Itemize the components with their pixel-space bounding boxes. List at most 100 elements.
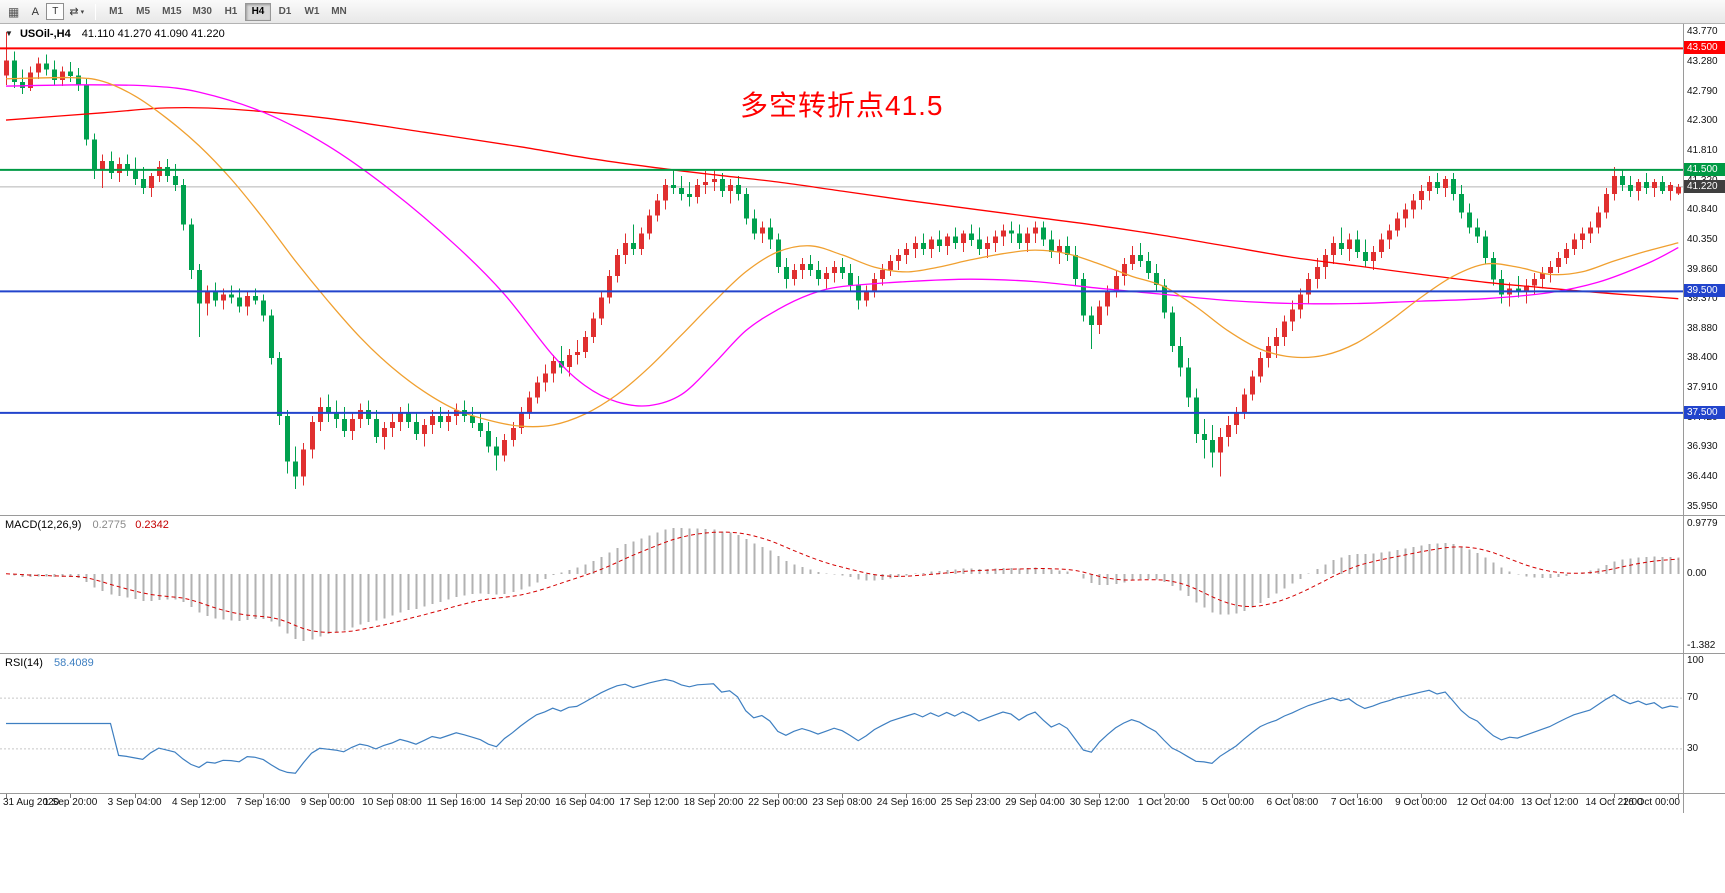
- timeframe-d1[interactable]: D1: [272, 3, 298, 21]
- candle-body: [374, 418, 379, 438]
- candle-body: [663, 185, 668, 201]
- pane-divider[interactable]: [0, 793, 1725, 794]
- candle-body: [1636, 182, 1641, 192]
- timeframe-w1[interactable]: W1: [299, 3, 325, 21]
- candle-body: [1170, 312, 1175, 346]
- candle-body: [840, 267, 845, 274]
- candle-body: [1033, 227, 1038, 234]
- candle-body: [760, 227, 765, 234]
- candle-body: [109, 160, 114, 173]
- time-axis-label: 31 Aug 2020: [3, 797, 60, 808]
- candle-body: [631, 242, 636, 249]
- candle-body: [173, 176, 178, 186]
- candle-body: [293, 461, 298, 477]
- candle-body: [326, 406, 331, 413]
- time-axis-tick: [585, 794, 586, 798]
- candle-body: [703, 182, 708, 185]
- candle-body: [583, 336, 588, 353]
- time-axis-label: 9 Oct 00:00: [1395, 797, 1447, 808]
- time-axis-tick: [328, 794, 329, 798]
- candle-body: [390, 422, 395, 429]
- time-axis-label: 16 Oct 00:00: [1622, 797, 1680, 808]
- candle-body: [824, 273, 829, 280]
- time-axis-tick: [1614, 794, 1615, 798]
- candle-body: [1041, 227, 1046, 240]
- macd-pane[interactable]: [0, 516, 1725, 653]
- candle-body: [768, 227, 773, 240]
- price-axis-border: [1683, 24, 1684, 813]
- ma-fast-orange: [5, 76, 1679, 428]
- candle-body: [607, 276, 612, 298]
- candle-body: [1475, 227, 1480, 237]
- macd-label: MACD(12,26,9) 0.2775 0.2342: [5, 519, 169, 531]
- pane-divider[interactable]: [0, 515, 1725, 516]
- candle-body: [1395, 218, 1400, 231]
- timeframe-mn[interactable]: MN: [326, 3, 352, 21]
- timeframe-m1[interactable]: M1: [103, 3, 129, 21]
- macd-signal-line: [5, 531, 1679, 633]
- candle-body: [1499, 279, 1504, 295]
- candle-body: [1138, 254, 1143, 261]
- candle-body: [1105, 291, 1110, 307]
- rsi-axis-label: 70: [1687, 692, 1699, 704]
- main-chart-pane[interactable]: [0, 24, 1725, 515]
- candle-body: [1644, 182, 1649, 189]
- chart-grid-icon[interactable]: ▦: [8, 4, 20, 19]
- candle-body: [1323, 254, 1328, 267]
- timeframe-h1[interactable]: H1: [218, 3, 244, 21]
- candle-body: [237, 297, 242, 307]
- time-axis-tick: [1099, 794, 1100, 798]
- candle-body: [1379, 239, 1384, 252]
- chart-annotation-text[interactable]: 多空转折点41.5: [740, 90, 944, 121]
- timeframe-m15[interactable]: M15: [157, 3, 186, 21]
- time-axis-label: 24 Sep 16:00: [876, 797, 937, 808]
- candle-body: [1081, 279, 1086, 316]
- price-tick-label: 35.950: [1687, 501, 1718, 512]
- candle-body: [277, 358, 282, 416]
- candle-body: [342, 418, 347, 431]
- time-axis-label: 23 Sep 08:00: [812, 797, 872, 808]
- time-axis-label: 17 Sep 12:00: [619, 797, 679, 808]
- candle-body: [937, 239, 942, 246]
- candle-body: [398, 412, 403, 422]
- candle-body: [229, 294, 234, 298]
- candle-body: [1660, 182, 1665, 192]
- candle-body: [993, 236, 998, 243]
- candle-body: [1154, 273, 1159, 286]
- candle-body: [1162, 285, 1167, 313]
- price-tick-label: 40.840: [1687, 203, 1718, 215]
- current-price-badge: 41.220: [1684, 179, 1725, 193]
- rsi-pane[interactable]: [0, 654, 1725, 793]
- time-axis-tick: [70, 794, 71, 798]
- timeframe-m30[interactable]: M30: [188, 3, 217, 21]
- timeframe-m5[interactable]: M5: [130, 3, 156, 21]
- one-click-trading-toggle[interactable]: ▼: [5, 29, 13, 38]
- candle-body: [1290, 309, 1295, 322]
- rsi-name: RSI(14): [5, 657, 43, 669]
- text-tool-button[interactable]: T: [46, 3, 65, 20]
- candle-body: [446, 415, 451, 422]
- candle-body: [945, 236, 950, 246]
- time-axis-label: 11 Sep 16:00: [426, 797, 486, 808]
- pane-divider[interactable]: [0, 653, 1725, 654]
- candle-body: [301, 449, 306, 477]
- rsi-label: RSI(14) 58.4089: [5, 657, 94, 669]
- candle-body: [318, 406, 323, 422]
- candle-body: [4, 60, 9, 76]
- candle-body: [1194, 397, 1199, 435]
- font-tool-button[interactable]: A: [25, 2, 45, 21]
- time-axis-tick: [135, 794, 136, 798]
- time-axis-label: 1 Sep 20:00: [43, 797, 98, 808]
- pan-tool-dropdown[interactable]: ⇄ ▾: [65, 2, 88, 21]
- candle-body: [800, 264, 805, 271]
- candle-body: [1524, 285, 1529, 292]
- time-axis-label: 7 Oct 16:00: [1330, 797, 1383, 808]
- timeframe-h4[interactable]: H4: [244, 2, 271, 21]
- candle-body: [535, 382, 540, 398]
- time-axis-tick: [199, 794, 200, 798]
- time-axis-label: 29 Sep 04:00: [1005, 797, 1065, 808]
- time-axis-label: 9 Sep 00:00: [300, 797, 355, 808]
- time-axis-tick: [1035, 794, 1036, 798]
